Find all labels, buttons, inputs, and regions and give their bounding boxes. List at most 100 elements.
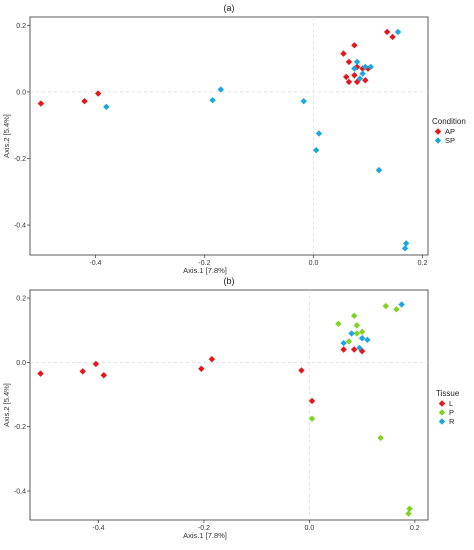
point-L (350, 346, 358, 353)
panel-b: (b) -0.4 -0.2 0.0 0.2 0.2 0.0 -0.2 -0.4 Axis.1 [7… (2, 276, 460, 540)
point-SP (353, 58, 361, 66)
point-AP (351, 42, 358, 49)
point-AP (345, 58, 353, 66)
legend-marker-SP (434, 137, 442, 144)
y-tick-label: -0.4 (14, 489, 26, 496)
x-axis-label: Axis.1 [7.8%] (183, 266, 227, 275)
point-L (92, 360, 100, 368)
legend-label-R: R (449, 417, 455, 426)
point-P (353, 330, 361, 337)
point-P (350, 312, 358, 319)
point-P (393, 306, 400, 313)
point-AP (351, 72, 358, 79)
point-R (348, 330, 355, 337)
x-tick-label: -0.4 (89, 260, 101, 267)
point-P (308, 415, 316, 422)
point-P (353, 322, 361, 329)
legend-label-SP: SP (445, 136, 455, 145)
legend-label-AP: AP (445, 127, 455, 136)
x-tick-label: 0.2 (418, 260, 428, 267)
point-AP (37, 100, 45, 107)
point-P (406, 505, 413, 512)
y-tick-label: -0.2 (14, 424, 26, 431)
point-SP (402, 240, 410, 247)
point-SP (394, 28, 402, 36)
point-AP (345, 78, 353, 86)
point-L (198, 365, 205, 373)
legend-marker-L (438, 400, 446, 407)
point-SP (217, 86, 225, 93)
panel-title: (b) (224, 276, 235, 286)
point-L (340, 346, 347, 353)
plot-frame (29, 289, 429, 521)
point-L (79, 368, 86, 375)
point-SP (375, 166, 383, 174)
series-AP (37, 28, 396, 107)
x-tick-label: -0.4 (92, 525, 104, 532)
point-SP (103, 103, 110, 111)
point-AP (362, 77, 369, 84)
point-R (340, 339, 347, 347)
point-SP (356, 75, 364, 82)
point-L (37, 370, 44, 377)
point-P (345, 338, 353, 345)
point-R (358, 335, 366, 342)
point-R (356, 344, 363, 352)
series-R (340, 301, 405, 352)
legend-title: Condition (432, 117, 466, 126)
x-axis-label: Axis.1 [7.8%] (183, 531, 227, 540)
point-AP (343, 73, 350, 81)
point-P (382, 302, 390, 310)
legend-label-L: L (449, 399, 453, 408)
panel-title: (a) (224, 3, 235, 13)
point-P (405, 510, 412, 517)
point-AP (81, 98, 88, 105)
point-SP (362, 63, 369, 71)
series-P (308, 302, 413, 517)
point-AP (389, 33, 396, 41)
point-L (100, 372, 108, 379)
point-SP (315, 130, 323, 137)
point-SP (209, 97, 216, 104)
y-tick-label: 0.0 (16, 89, 26, 96)
y-tick-label: 0.0 (16, 360, 26, 367)
plot-frame (29, 16, 429, 256)
point-P (358, 328, 366, 336)
series-SP (103, 28, 410, 252)
y-tick-label: 0.2 (16, 296, 26, 303)
legend-marker-AP (434, 128, 442, 135)
point-SP (367, 63, 374, 71)
point-P (377, 434, 384, 442)
point-AP (353, 63, 361, 71)
point-L (308, 397, 316, 405)
point-AP (383, 28, 391, 36)
point-AP (340, 50, 347, 57)
point-SP (359, 70, 366, 77)
point-L (208, 355, 216, 363)
x-tick-label: 0.0 (305, 525, 315, 532)
point-SP (313, 146, 320, 154)
y-tick-label: -0.2 (14, 156, 26, 163)
legend-label-P: P (449, 408, 454, 417)
y-axis-label: Axis.2 [5.4%] (2, 383, 11, 427)
x-tick-label: 0.0 (309, 260, 319, 267)
y-tick-label: -0.4 (14, 223, 26, 230)
point-R (364, 336, 371, 344)
x-tick-label: 0.2 (410, 525, 420, 532)
legend-marker-R (438, 418, 446, 425)
point-P (335, 320, 342, 327)
x-tick-label: -0.2 (198, 525, 210, 532)
y-tick-label: 0.2 (16, 23, 26, 30)
x-tick-label: -0.2 (198, 260, 210, 267)
point-SP (401, 245, 409, 252)
panel-a: (a) -0.4 -0.2 0.0 0.2 0.2 0.0 -0.2 -0.4 Axis.1 [7… (2, 3, 466, 275)
series-L (37, 346, 366, 405)
point-AP (94, 90, 102, 97)
point-L (298, 367, 305, 374)
y-axis-label: Axis.2 [5.4%] (2, 114, 11, 158)
point-R (398, 301, 405, 308)
legend-title: Tissue (436, 389, 460, 398)
